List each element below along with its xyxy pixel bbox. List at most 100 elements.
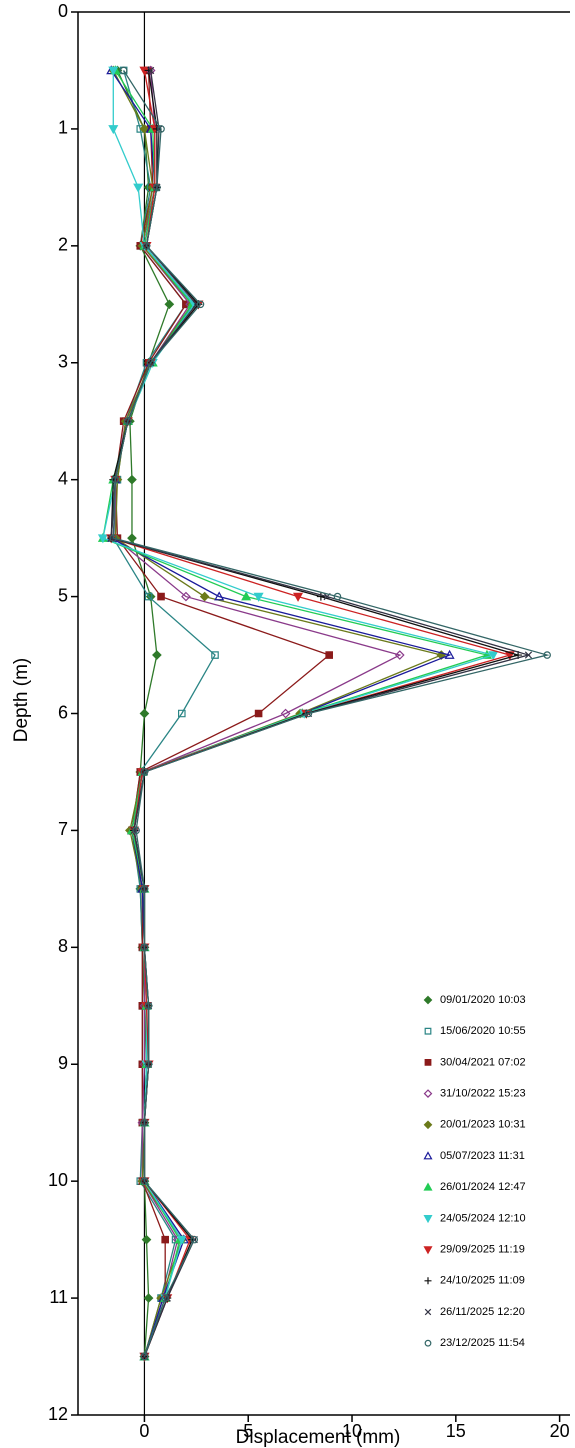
legend-marker xyxy=(423,1215,433,1224)
data-point xyxy=(108,66,119,76)
y-tick-label: 4 xyxy=(58,468,68,488)
data-point xyxy=(214,591,225,601)
data-point xyxy=(141,1234,152,1245)
y-tick-label: 3 xyxy=(58,352,68,372)
y-tick-label: 10 xyxy=(48,1170,68,1190)
data-point xyxy=(190,1235,199,1244)
x-tick-label: 15 xyxy=(446,1421,466,1441)
data-point xyxy=(143,1293,154,1303)
legend-marker xyxy=(423,1089,433,1098)
series-line xyxy=(110,70,531,1357)
legend-text: 30/04/2021 07:02 xyxy=(440,1056,526,1068)
legend-marker xyxy=(424,1027,432,1035)
data-point xyxy=(157,592,165,601)
data-point xyxy=(161,1294,169,1302)
data-point xyxy=(181,591,191,602)
data-point xyxy=(139,708,150,719)
data-point xyxy=(163,1294,171,1302)
data-point xyxy=(111,475,120,484)
legend-marker xyxy=(424,1308,432,1316)
data-point xyxy=(144,1060,153,1068)
data-point xyxy=(543,651,551,659)
series-line xyxy=(112,70,550,1357)
y-tick-label: 1 xyxy=(58,118,68,138)
y-tick-label: 5 xyxy=(58,585,68,605)
data-point xyxy=(241,591,252,601)
legend-text: 31/10/2022 15:23 xyxy=(440,1088,526,1100)
data-point xyxy=(127,533,137,543)
legend-text: 24/05/2024 12:10 xyxy=(440,1212,526,1224)
legend-text: 15/06/2020 10:55 xyxy=(440,1025,526,1037)
data-point xyxy=(253,592,264,602)
data-point xyxy=(108,125,119,135)
data-point xyxy=(140,1118,149,1127)
data-point xyxy=(157,125,165,133)
legend-marker xyxy=(423,1120,433,1130)
x-tick-label: 20 xyxy=(550,1421,570,1441)
series-line xyxy=(114,70,402,1357)
data-point xyxy=(161,1235,169,1244)
legend-text: 05/07/2023 11:31 xyxy=(440,1150,525,1162)
data-point xyxy=(140,1352,149,1361)
data-point xyxy=(293,592,304,602)
data-point xyxy=(119,66,128,75)
y-axis-label: Depth (m) xyxy=(11,658,32,742)
data-point xyxy=(333,592,342,601)
legend-text: 26/11/2025 12:20 xyxy=(440,1306,525,1318)
data-point xyxy=(164,299,175,310)
y-tick-label: 7 xyxy=(58,819,68,839)
data-point xyxy=(280,708,291,719)
data-point xyxy=(140,768,149,776)
data-point xyxy=(177,709,186,718)
y-tick-label: 12 xyxy=(48,1404,68,1424)
y-tick-label: 11 xyxy=(49,1287,68,1307)
y-tick-label: 8 xyxy=(58,936,68,956)
y-tick-label: 2 xyxy=(58,235,68,255)
legend-text: 24/10/2025 11:09 xyxy=(440,1275,525,1287)
y-tick-label: 6 xyxy=(58,702,68,722)
x-tick-label: 5 xyxy=(243,1421,253,1441)
data-point xyxy=(109,534,118,542)
y-tick-label: 0 xyxy=(58,1,68,21)
data-point xyxy=(124,417,132,425)
data-point xyxy=(254,709,263,718)
x-tick-label: 0 xyxy=(139,1421,149,1441)
data-point xyxy=(196,300,205,309)
data-point xyxy=(133,183,144,193)
data-point xyxy=(147,66,155,75)
data-point xyxy=(524,651,533,659)
data-point xyxy=(139,124,150,134)
y-tick-label: 9 xyxy=(58,1053,68,1073)
data-point xyxy=(140,885,149,893)
series-line xyxy=(110,70,521,1357)
data-point xyxy=(199,591,210,602)
data-point xyxy=(304,709,313,718)
data-point xyxy=(444,649,455,659)
data-point xyxy=(140,943,149,952)
legend-marker xyxy=(424,1059,432,1066)
x-axis-label: Displacement (mm) xyxy=(236,1427,401,1448)
data-point xyxy=(152,650,162,660)
data-point xyxy=(144,1002,153,1010)
legend-marker xyxy=(423,1151,433,1160)
legend-marker xyxy=(424,1277,432,1285)
data-point xyxy=(144,592,153,601)
data-point xyxy=(127,474,137,485)
x-tick-label: 10 xyxy=(342,1421,362,1441)
data-point xyxy=(488,651,499,661)
series-line xyxy=(102,70,490,1357)
legend-text: 29/09/2025 11:19 xyxy=(440,1244,525,1256)
legend-marker xyxy=(423,995,433,1005)
legend-marker xyxy=(423,1182,433,1191)
legend-text: 09/01/2020 10:03 xyxy=(440,994,526,1006)
data-point xyxy=(176,1235,187,1245)
legend-text: 26/01/2024 12:47 xyxy=(440,1181,526,1193)
data-point xyxy=(97,534,108,544)
data-point xyxy=(140,1177,149,1185)
data-point xyxy=(325,651,333,659)
data-point xyxy=(153,183,161,192)
data-point xyxy=(132,826,140,835)
data-point xyxy=(316,592,325,601)
data-point xyxy=(394,650,405,660)
